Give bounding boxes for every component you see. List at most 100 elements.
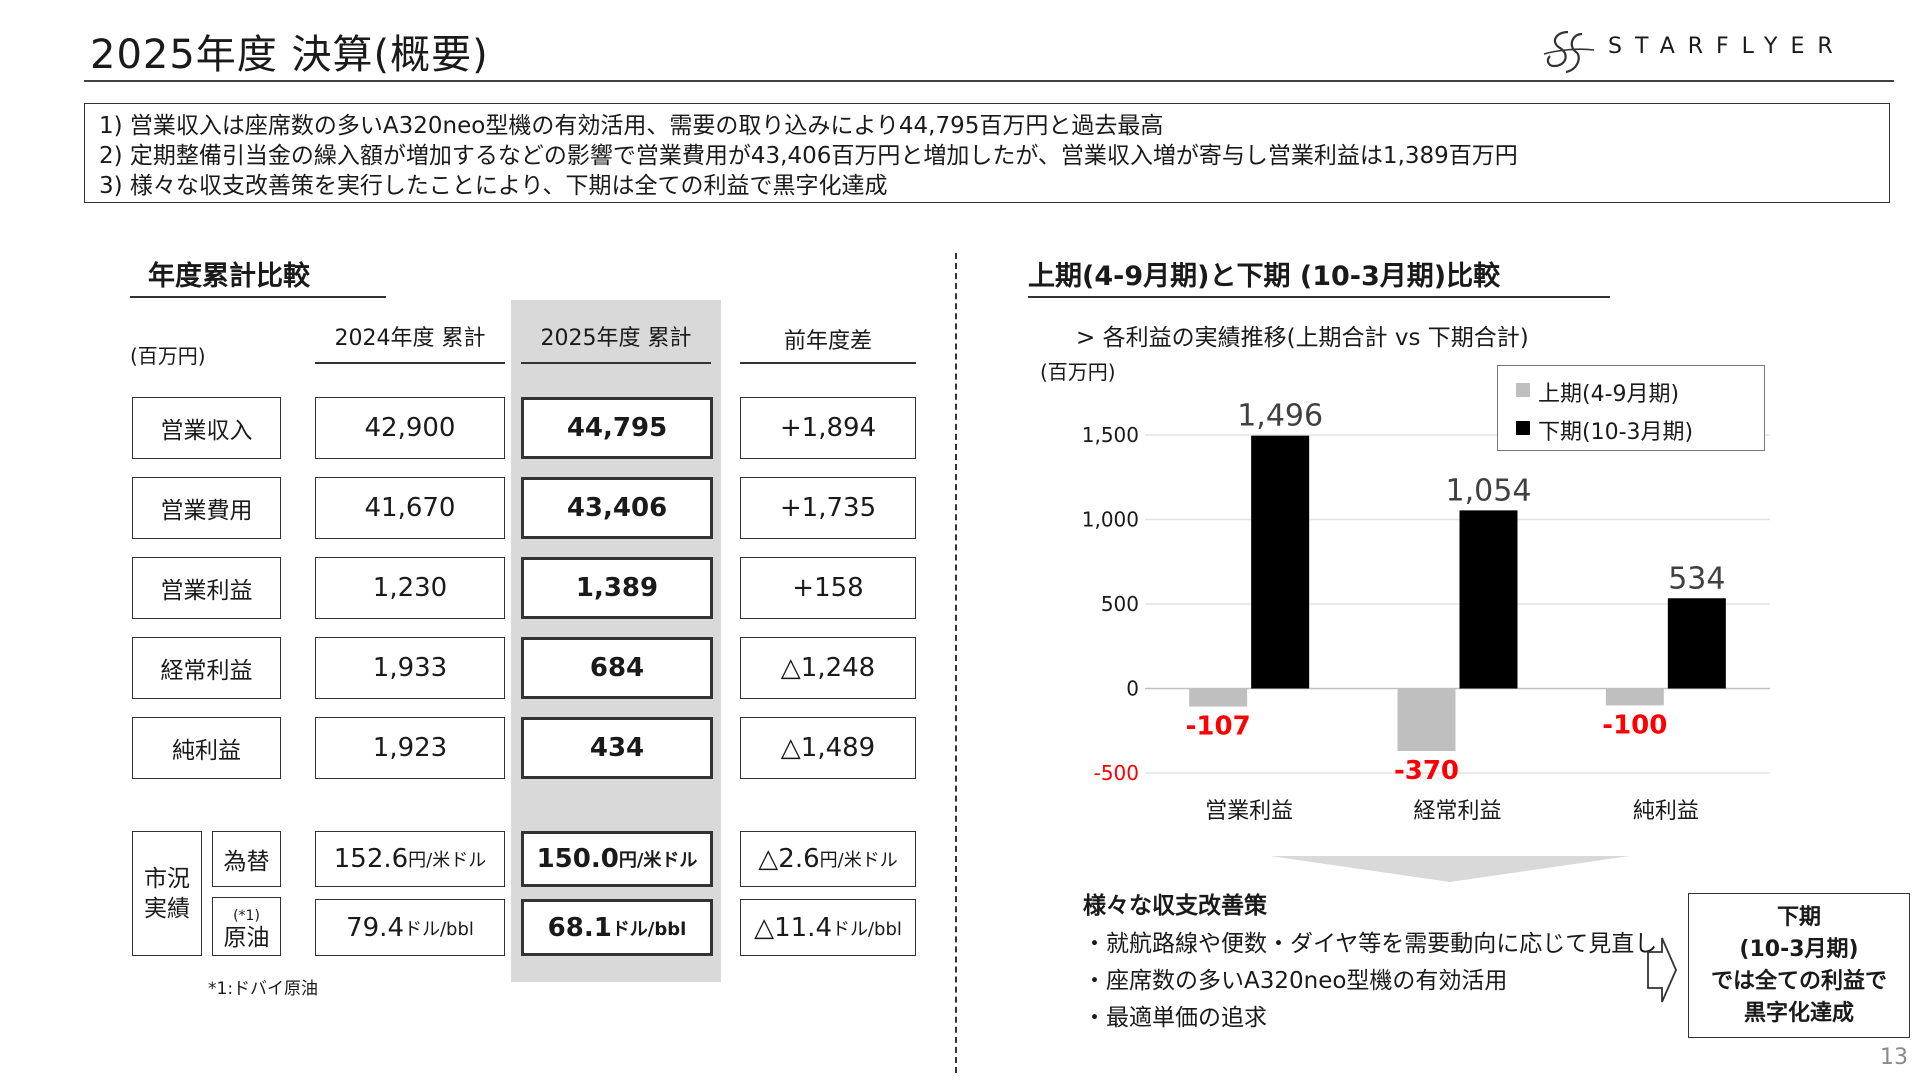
row-label-expenses: 営業費用 bbox=[132, 477, 281, 539]
bar bbox=[1605, 688, 1664, 706]
fx-diff-unit: 円/米ドル bbox=[819, 850, 898, 871]
legend-second-half: 下期(10-3月期) bbox=[1516, 414, 1694, 446]
result-box: 下期 (10-3月期) では全ての利益で 黒字化達成 bbox=[1688, 893, 1910, 1038]
revenue-2024-value: 42,900 bbox=[315, 397, 505, 459]
y-tick-label: 500 bbox=[1101, 592, 1139, 616]
expenses-2024-value: 41,670 bbox=[315, 477, 505, 539]
improvement-item-2: ・座席数の多いA320neo型機の有効活用 bbox=[1083, 968, 1508, 994]
profit-bar-chart: 1,500 1,000 500 0 -500 -107 1,496 営業利益 -370 1,05… bbox=[1082, 399, 1770, 824]
summary-line-3: 3) 様々な収支改善策を実行したことにより、下期は全ての利益で黒字化達成 bbox=[99, 173, 888, 199]
oil-diff-cell: △11.4 ドル/bbl bbox=[740, 899, 916, 956]
chart-subtitle: > 各利益の実績推移(上期合計 vs 下期合計) bbox=[1076, 325, 1529, 351]
ordinary-profit-diff-value: △1,248 bbox=[740, 637, 916, 699]
fx-2025-unit: 円/米ドル bbox=[618, 850, 698, 871]
annual-comparison-title: 年度累計比較 bbox=[148, 261, 310, 292]
oil-label: 原油 bbox=[223, 924, 270, 951]
operating-profit-2025-value: 1,389 bbox=[521, 557, 713, 619]
row-label-net-income: 純利益 bbox=[132, 717, 281, 779]
bar bbox=[1189, 688, 1248, 707]
oil-2025-value: 68.1 bbox=[547, 912, 612, 943]
page-title: 2025年度 決算(概要) bbox=[90, 32, 489, 78]
category-label: 純利益 bbox=[1633, 799, 1699, 824]
bar bbox=[1459, 510, 1518, 689]
legend-first-half: 上期(4-9月期) bbox=[1516, 376, 1679, 408]
data-label: 1,496 bbox=[1237, 399, 1323, 434]
annual-title-underline bbox=[130, 296, 386, 298]
row-label-operating-profit: 営業利益 bbox=[132, 557, 281, 619]
revenue-2025-value: 44,795 bbox=[521, 397, 713, 459]
row-label-ordinary-profit: 経常利益 bbox=[132, 637, 281, 699]
category-label: 営業利益 bbox=[1205, 799, 1293, 824]
y-tick-label: 1,500 bbox=[1082, 423, 1139, 447]
oil-2024-cell: 79.4 ドル/bbl bbox=[315, 899, 505, 956]
bar bbox=[1667, 598, 1726, 689]
ordinary-profit-2024-value: 1,933 bbox=[315, 637, 505, 699]
bar bbox=[1251, 435, 1310, 689]
y-tick-label: 0 bbox=[1126, 677, 1139, 701]
expenses-diff-value: +1,735 bbox=[740, 477, 916, 539]
half-title-underline bbox=[1028, 296, 1610, 298]
oil-2024-value: 79.4 bbox=[346, 912, 404, 943]
operating-profit-2024-value: 1,230 bbox=[315, 557, 505, 619]
improvement-title: 様々な収支改善策 bbox=[1083, 893, 1267, 919]
col-header-2025-underline bbox=[521, 362, 711, 364]
logo-text: STARFLYER bbox=[1608, 34, 1846, 59]
chart-legend: 上期(4-9月期) 下期(10-3月期) bbox=[1497, 365, 1765, 451]
summary-line-2: 2) 定期整備引当金の繰入額が増加するなどの影響で営業費用が43,406百万円と… bbox=[99, 143, 1518, 169]
fx-2024-unit: 円/米ドル bbox=[408, 850, 487, 871]
category-label: 経常利益 bbox=[1413, 799, 1501, 824]
oil-note-mark: (*1) bbox=[233, 907, 260, 924]
oil-2025-cell: 68.1 ドル/bbl bbox=[521, 899, 713, 956]
oil-label-cell: (*1) 原油 bbox=[212, 897, 281, 956]
market-conditions-group-label: 市況 実績 bbox=[132, 831, 202, 956]
footnote: *1:ドバイ原油 bbox=[208, 979, 319, 999]
fx-label: 為替 bbox=[212, 831, 281, 887]
market-label-line-1: 市況 bbox=[144, 865, 190, 892]
row-label-revenue: 営業収入 bbox=[132, 397, 281, 459]
col-header-diff-underline bbox=[740, 362, 916, 364]
legend-label-second-half: 下期(10-3月期) bbox=[1538, 420, 1694, 445]
operating-profit-diff-value: +158 bbox=[740, 557, 916, 619]
net-income-2025-value: 434 bbox=[521, 717, 713, 779]
col-header-2024: 2024年度 累計 bbox=[334, 326, 486, 351]
oil-diff-unit: ドル/bbl bbox=[831, 918, 902, 940]
data-label: -100 bbox=[1602, 710, 1667, 740]
col-header-diff: 前年度差 bbox=[783, 329, 872, 354]
section-divider bbox=[955, 253, 957, 1073]
starflyer-logo: STARFLYER bbox=[1538, 26, 1878, 86]
data-label: -370 bbox=[1394, 756, 1459, 786]
oil-diff-value: △11.4 bbox=[754, 912, 832, 943]
expenses-2025-value: 43,406 bbox=[521, 477, 713, 539]
fx-2025-value: 150.0 bbox=[536, 844, 619, 874]
data-label: -107 bbox=[1186, 712, 1251, 742]
right-arrow-icon bbox=[1647, 937, 1677, 1003]
down-wedge-arrow bbox=[1270, 856, 1630, 882]
legend-swatch-first-half bbox=[1516, 383, 1530, 397]
oil-2024-unit: ドル/bbl bbox=[403, 918, 474, 940]
ordinary-profit-2025-value: 684 bbox=[521, 637, 713, 699]
half-comparison-title: 上期(4-9月期)と下期 (10-3月期)比較 bbox=[1028, 261, 1501, 292]
legend-swatch-second-half bbox=[1516, 421, 1530, 435]
net-income-diff-value: △1,489 bbox=[740, 717, 916, 779]
y-tick-label: -500 bbox=[1094, 761, 1139, 785]
left-unit-label: (百万円) bbox=[130, 344, 206, 368]
fx-2025-cell: 150.0 円/米ドル bbox=[521, 831, 713, 887]
revenue-diff-value: +1,894 bbox=[740, 397, 916, 459]
result-line-2: (10-3月期) bbox=[1739, 936, 1859, 962]
oil-2025-unit: ドル/bbl bbox=[611, 918, 687, 940]
fx-diff-cell: △2.6 円/米ドル bbox=[740, 831, 916, 887]
fx-2024-value: 152.6 bbox=[333, 844, 409, 874]
market-label-line-2: 実績 bbox=[144, 895, 190, 922]
fx-diff-value: △2.6 bbox=[758, 844, 820, 874]
summary-line-1: 1) 営業収入は座席数の多いA320neo型機の有効活用、需要の取り込みにより4… bbox=[99, 113, 1164, 139]
col-header-2025: 2025年度 累計 bbox=[540, 326, 692, 351]
data-label: 1,054 bbox=[1446, 473, 1532, 508]
result-line-3: では全ての利益で bbox=[1710, 968, 1887, 994]
fx-2024-cell: 152.6 円/米ドル bbox=[315, 831, 505, 887]
col-header-2024-underline bbox=[315, 362, 505, 364]
result-line-1: 下期 bbox=[1776, 904, 1821, 930]
chart-unit-label: (百万円) bbox=[1040, 360, 1116, 384]
title-divider bbox=[84, 80, 1894, 82]
y-tick-label: 1,000 bbox=[1082, 508, 1139, 532]
improvement-item-1: ・就航路線や便数・ダイヤ等を需要動向に応じて見直し bbox=[1083, 931, 1658, 957]
